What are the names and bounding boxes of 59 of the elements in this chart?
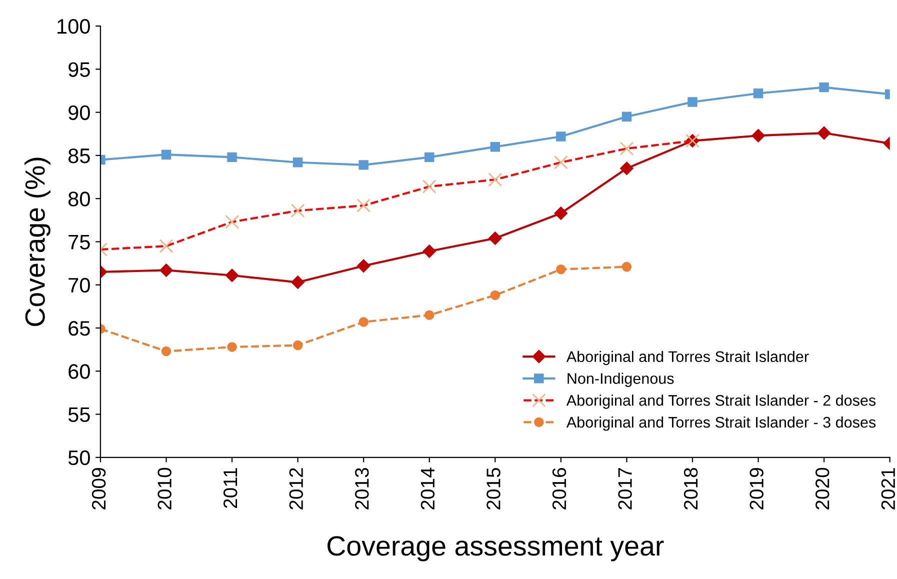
legend-label: Aboriginal and Torres Strait Islander - 3 doses [566, 416, 876, 431]
x-tick-label: 2014 [420, 468, 435, 510]
point [556, 264, 566, 274]
point [160, 264, 173, 277]
point [291, 276, 304, 289]
point [424, 310, 434, 320]
point [819, 82, 829, 92]
y-tick-label: 85 [68, 148, 90, 164]
y-tick-label: 95 [68, 62, 90, 77]
point [817, 126, 831, 140]
x-tick-label: 2009 [92, 468, 106, 510]
point [753, 88, 764, 98]
point [358, 160, 368, 170]
legend-label: Non-Indigenous [568, 372, 674, 387]
legend-label: Aboriginal and Torres Strait Islander - 2 doses [566, 394, 876, 409]
point [356, 259, 370, 272]
y-tick-label: 55 [68, 407, 90, 422]
point [227, 152, 237, 162]
x-tick-label: 2018 [684, 468, 698, 510]
point [358, 317, 368, 327]
x-axis-title: Coverage assessment year [328, 536, 664, 562]
point [292, 158, 303, 168]
y-tick-label: 80 [68, 192, 90, 206]
x-tick-label: 2016 [552, 468, 566, 510]
point [622, 112, 632, 122]
y-tick-label: 75 [68, 234, 90, 250]
x-tick-label: 2011 [223, 468, 238, 508]
y-tick-label: 60 [68, 364, 90, 379]
x-tick-label: 2017 [618, 468, 632, 510]
point [554, 206, 568, 220]
point [424, 152, 434, 162]
point [490, 142, 500, 152]
point [227, 342, 237, 352]
x-tick-label: 2013 [355, 468, 369, 510]
point [752, 129, 765, 142]
x-tick-label: 2019 [750, 468, 764, 510]
point [225, 268, 239, 282]
y-tick-label: 90 [68, 105, 90, 120]
y-axis-title: Coverage (%) [24, 158, 50, 326]
point [161, 150, 172, 160]
y-tick-label: 50 [68, 450, 90, 466]
y-tick-label: 70 [68, 278, 90, 293]
point [292, 340, 303, 350]
point [556, 132, 566, 142]
y-tick-label: 65 [68, 321, 90, 336]
point [422, 244, 436, 258]
point [488, 232, 502, 245]
point [620, 162, 634, 175]
legend-label: Aboriginal and Torres Strait Islander [566, 350, 809, 366]
x-tick-label: 2015 [486, 468, 500, 510]
x-tick-label: 2020 [815, 468, 830, 510]
y-tick-label: 100 [58, 19, 90, 34]
point [622, 262, 632, 272]
point [688, 97, 698, 107]
point [490, 290, 500, 300]
x-tick-label: 2021 [881, 468, 896, 510]
x-tick-label: 2010 [158, 468, 172, 510]
point [161, 346, 172, 356]
x-tick-label: 2012 [289, 468, 304, 510]
